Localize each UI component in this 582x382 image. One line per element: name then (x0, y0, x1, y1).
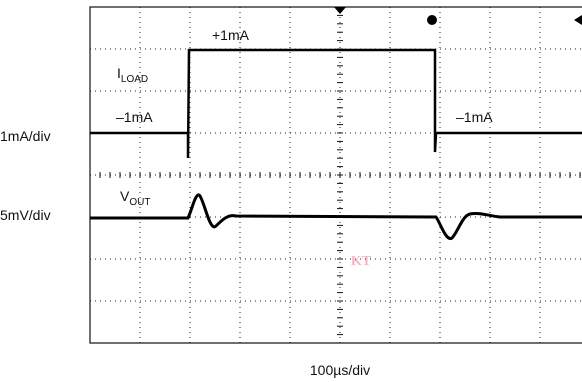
vout-name: V (120, 188, 130, 204)
iload-scale: 1mA/div (0, 128, 51, 144)
iload-subscript: LOAD (121, 74, 148, 85)
iload-name: I (117, 65, 121, 81)
iload-label: ILOAD (117, 65, 148, 85)
watermark: KT (351, 254, 372, 269)
time-scale: 100µs/div (310, 362, 370, 378)
trigger-marker (334, 7, 346, 14)
vout-scale: 5mV/div (0, 207, 51, 223)
graticule (89, 6, 582, 344)
trigger-icon (427, 15, 437, 25)
iload-high-label: +1mA (212, 27, 250, 43)
iload-trace (90, 48, 582, 159)
iload-low-label: –1mA (116, 109, 153, 125)
level-marker (574, 15, 582, 25)
iload-low-label: –1mA (456, 109, 493, 125)
vout-label: VOUT (120, 188, 150, 208)
vout-trace (90, 193, 582, 240)
vout-subscript: OUT (129, 197, 150, 208)
